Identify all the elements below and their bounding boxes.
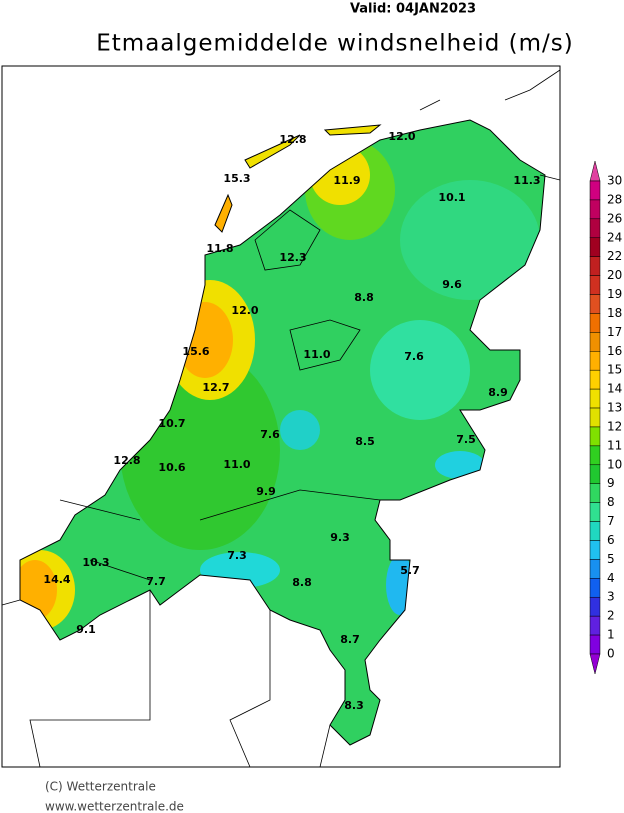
station-value: 12.7 — [202, 381, 229, 394]
station-value: 8.8 — [292, 576, 312, 589]
colorbar-segment — [589, 407, 601, 428]
credit: (C) Wetterzentrale — [45, 780, 156, 794]
colorbar-label: 1 — [607, 628, 615, 642]
colorbar-segment — [589, 256, 601, 276]
colorbar-label: 12 — [607, 419, 622, 433]
colorbar-segment — [589, 313, 601, 333]
colorbar-segment — [589, 426, 601, 447]
colorbar-segment — [589, 275, 601, 295]
colorbar-label: 30 — [607, 174, 622, 188]
colorbar-segment — [589, 540, 601, 560]
station-value: 5.7 — [400, 564, 420, 577]
colorbar-label: 3 — [607, 590, 615, 604]
colorbar-segment — [589, 237, 601, 257]
colorbar-label: 24 — [607, 230, 622, 244]
island — [323, 124, 382, 136]
colorbar-label: 15 — [607, 363, 622, 377]
colorbar-label: 13 — [607, 401, 622, 415]
station-value: 7.7 — [146, 575, 166, 588]
colorbar-segment — [589, 483, 601, 503]
island — [244, 134, 301, 169]
station-value: 7.5 — [456, 433, 476, 446]
neighbour-border — [1, 69, 561, 768]
colorbar-segment — [589, 521, 601, 541]
colorbar-label: 0 — [607, 647, 615, 661]
colorbar-segment — [589, 332, 601, 352]
station-value: 9.1 — [76, 623, 96, 636]
station-value: 9.9 — [256, 485, 276, 498]
colorbar-cap — [589, 160, 601, 182]
colorbar-label: 11 — [607, 438, 622, 452]
station-value: 12.8 — [279, 133, 306, 146]
colorbar-segment — [589, 578, 601, 598]
colorbar-segment — [589, 559, 601, 579]
colorbar-label: 5 — [607, 552, 615, 566]
station-value: 11.0 — [303, 348, 330, 361]
station-value: 8.8 — [354, 291, 374, 304]
colorbar-label: 10 — [607, 457, 622, 471]
colorbar-segment — [589, 199, 601, 220]
colorbar-segment — [589, 388, 601, 409]
colorbar-label: 26 — [607, 211, 622, 225]
colorbar-label: 4 — [607, 571, 615, 585]
colorbar-label: 2 — [607, 609, 615, 623]
colorbar-segment — [589, 294, 601, 314]
station-value: 11.3 — [513, 174, 540, 187]
colorbar-segment — [589, 445, 601, 466]
colorbar-segment — [589, 634, 601, 655]
colorbar-segment — [589, 596, 601, 617]
colorbar-label: 17 — [607, 325, 622, 339]
station-value: 7.6 — [404, 350, 424, 363]
colorbar-label: 22 — [607, 249, 622, 263]
station-value: 9.3 — [330, 531, 350, 544]
colorbar-label: 18 — [607, 306, 622, 320]
colorbar-segment — [589, 180, 601, 201]
station-value: 8.5 — [355, 435, 375, 448]
station-value: 10.3 — [82, 556, 109, 569]
station-value: 11.9 — [333, 174, 360, 187]
station-value: 8.9 — [488, 386, 508, 399]
station-value: 11.8 — [206, 242, 233, 255]
station-value: 8.3 — [344, 699, 364, 712]
border-line — [59, 209, 381, 581]
valid-date: Valid: 04JAN2023 — [350, 2, 476, 17]
colorbar-segment — [589, 218, 601, 239]
station-value: 8.7 — [340, 633, 360, 646]
map-title: Etmaalgemiddelde windsnelheid (m/s) — [96, 31, 573, 57]
station-value: 12.0 — [388, 130, 415, 143]
station-value: 9.6 — [442, 278, 462, 291]
colorbar-label: 16 — [607, 344, 622, 358]
station-value: 10.1 — [438, 191, 465, 204]
colorbar-label: 7 — [607, 514, 615, 528]
island — [214, 193, 233, 233]
colorbar-label: 8 — [607, 495, 615, 509]
colorbar-segment — [589, 502, 601, 522]
colorbar-label: 9 — [607, 476, 615, 490]
colorbar-label: 20 — [607, 268, 622, 282]
station-value: 15.3 — [223, 172, 250, 185]
colorbar-label: 19 — [607, 287, 622, 301]
colorbar-label: 28 — [607, 192, 622, 206]
colorbar-cap — [589, 653, 601, 675]
station-value: 12.8 — [113, 454, 140, 467]
station-value: 11.0 — [223, 458, 250, 471]
colorbar-segment — [589, 464, 601, 484]
credit-url: www.wetterzentrale.de — [45, 800, 184, 813]
station-value: 12.3 — [279, 251, 306, 264]
colorbar-segment — [589, 615, 601, 636]
station-value: 14.4 — [43, 573, 70, 586]
station-value: 10.7 — [158, 417, 185, 430]
station-value: 7.3 — [227, 549, 247, 562]
colorbar-segment — [589, 369, 601, 390]
station-value: 10.6 — [158, 461, 185, 474]
station-value: 12.0 — [231, 304, 258, 317]
station-value: 7.6 — [260, 428, 280, 441]
colorbar-segment — [589, 351, 601, 371]
station-value: 15.6 — [182, 345, 209, 358]
colorbar-label: 6 — [607, 533, 615, 547]
colorbar-label: 14 — [607, 382, 622, 396]
